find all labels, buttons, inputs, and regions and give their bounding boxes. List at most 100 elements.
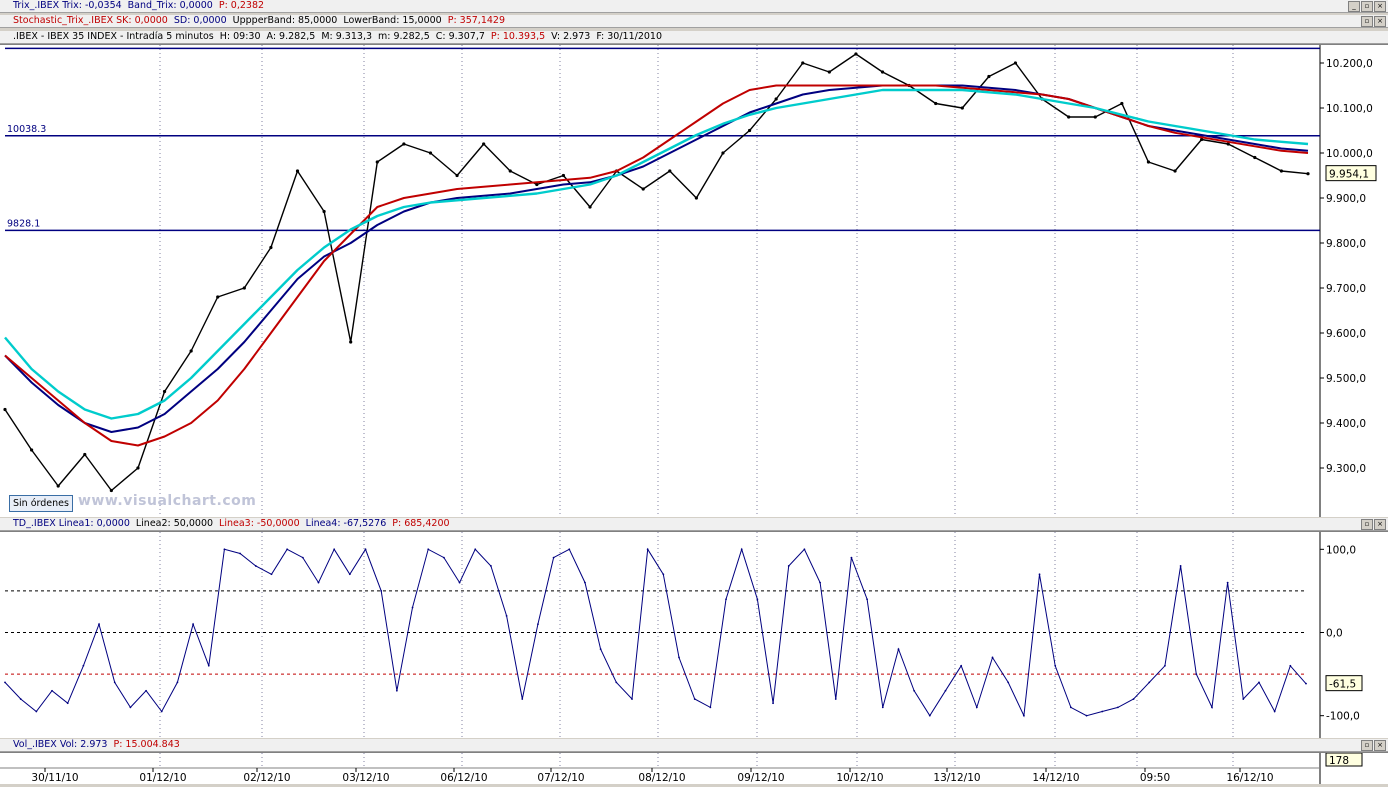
td-point-7 <box>113 681 116 684</box>
td-last-value-box <box>1325 675 1363 692</box>
price-point-42 <box>1120 101 1124 106</box>
close-button-2[interactable]: × <box>1374 16 1386 27</box>
restore-button-2[interactable]: ▫ <box>1361 16 1373 27</box>
price-point-3 <box>83 452 87 457</box>
trix-period: P: 0,2382 <box>218 0 265 11</box>
td-point-83 <box>1305 682 1307 685</box>
td-point-1 <box>19 698 22 700</box>
price-point-8 <box>216 295 220 299</box>
vol-last-value-label: 178 <box>1329 755 1349 767</box>
td-point-78 <box>1226 581 1229 584</box>
td-point-33 <box>521 698 524 700</box>
td-point-69 <box>1085 714 1088 717</box>
vol-close-button[interactable]: × <box>1374 740 1386 751</box>
vol-restore-button[interactable]: ▫ <box>1361 740 1373 751</box>
price-point-29 <box>774 97 778 101</box>
price-point-6 <box>162 389 167 394</box>
td-close-button[interactable]: × <box>1374 519 1386 530</box>
x-tick-label-3: 03/12/10 <box>342 772 389 784</box>
td-point-39 <box>615 681 618 684</box>
x-tick-label-0: 30/11/10 <box>31 772 78 784</box>
td-point-58 <box>913 689 916 692</box>
price-y-tick-label-4: 9.800,0 <box>1326 238 1366 250</box>
td-point-34 <box>537 623 539 626</box>
price-point-25 <box>668 169 672 173</box>
price-point-11 <box>295 169 300 173</box>
moving-average-red-line <box>4 84 1309 447</box>
price-point-24 <box>641 187 645 191</box>
td-point-9 <box>145 689 147 692</box>
td-pane[interactable]: 100,0 0,0 -100,0 -61,5 <box>0 531 1388 738</box>
td-point-82 <box>1289 664 1292 667</box>
trix-header-value: Trix_.IBEX Trix: -0,0354 <box>13 0 122 11</box>
ibex-volume: V: 2.973 <box>551 31 591 42</box>
price-point-40 <box>1067 115 1071 119</box>
td-restore-button[interactable]: ▫ <box>1361 519 1373 530</box>
td-point-12 <box>192 623 194 626</box>
td-point-26 <box>411 606 414 609</box>
x-tick-label-5: 07/12/10 <box>537 772 584 784</box>
td-point-80 <box>1258 681 1260 684</box>
x-tick-label-4: 06/12/10 <box>440 772 487 784</box>
td-point-70 <box>1101 710 1104 713</box>
price-point-46 <box>1226 142 1230 146</box>
price-point-10 <box>269 245 273 250</box>
moving-average-cyan-line <box>4 88 1309 420</box>
minimize-button[interactable]: _ <box>1348 1 1360 12</box>
td-point-14 <box>223 548 226 551</box>
sin-ordenes-button[interactable]: Sin órdenes <box>9 495 73 512</box>
price-point-38 <box>1013 61 1018 65</box>
td-y-tick-label-2: -100,0 <box>1326 711 1360 723</box>
stoch-sk: Stochastic_Trix_.IBEX SK: 0,0000 <box>13 15 168 26</box>
price-point-19 <box>508 169 512 173</box>
price-point-45 <box>1200 137 1204 142</box>
price-point-9 <box>242 286 246 290</box>
price-y-tick-label-3: 9.900,0 <box>1326 193 1366 205</box>
x-tick-label-8: 10/12/10 <box>836 772 883 784</box>
horizontal-level-label-1: 10038.3 <box>7 124 46 135</box>
stoch-period: P: 357,1429 <box>447 15 505 26</box>
vol-last-value-box <box>1325 752 1363 767</box>
x-tick-label-11: 09:50 <box>1140 772 1170 784</box>
td-point-20 <box>317 581 320 584</box>
ibex-title: .IBEX - IBEX 35 INDEX - Intradía 5 minut… <box>13 31 214 42</box>
td-point-50 <box>787 565 790 567</box>
td-point-81 <box>1273 710 1276 713</box>
price-point-35 <box>934 101 938 106</box>
td-point-23 <box>364 548 367 551</box>
x-tick-label-6: 08/12/10 <box>638 772 685 784</box>
td-point-49 <box>772 702 774 705</box>
price-point-32 <box>854 52 858 56</box>
vol-value: Vol_.IBEX Vol: 2.973 <box>13 739 108 750</box>
price-y-tick-label-5: 9.700,0 <box>1326 283 1366 295</box>
td-point-25 <box>395 689 398 692</box>
price-point-36 <box>960 106 964 110</box>
price-point-16 <box>428 151 433 155</box>
price-y-tick-label-6: 9.600,0 <box>1326 328 1366 340</box>
td-point-72 <box>1132 698 1135 700</box>
td-point-27 <box>427 548 430 551</box>
trix-header: Trix_.IBEX Trix: -0,0354 Band_Trix: 0,000… <box>0 0 1388 13</box>
close-button[interactable]: × <box>1374 1 1386 12</box>
price-point-26 <box>694 196 698 200</box>
td-point-52 <box>819 581 821 584</box>
restore-button[interactable]: ▫ <box>1361 1 1373 12</box>
price-point-7 <box>189 349 193 353</box>
td-point-36 <box>568 548 571 551</box>
td-point-65 <box>1022 714 1025 717</box>
price-point-49 <box>1306 172 1310 176</box>
td-point-77 <box>1211 706 1213 709</box>
td-linea1: TD_.IBEX Linea1: 0,0000 <box>13 518 130 529</box>
price-chart: 10.200,0 10.100,0 10.000,0 9.900,0 9.800,0 9.… <box>3 36 1377 517</box>
volume-pane[interactable]: 178 30/11/10 01/12/10 02/12/10 03/12/10 06/12… <box>0 752 1388 784</box>
td-linea3: Linea3: -50,0000 <box>219 518 300 529</box>
td-period: P: 685,4200 <box>392 518 450 529</box>
td-point-4 <box>66 702 69 705</box>
price-pane[interactable]: 10.200,0 10.100,0 10.000,0 9.900,0 9.800,0 9.… <box>0 36 1388 517</box>
td-point-79 <box>1242 698 1245 700</box>
price-last-value-label: 9.954,1 <box>1329 169 1369 181</box>
td-point-28 <box>442 556 445 559</box>
ibex-period: P: 10.393,5 <box>490 31 546 42</box>
td-point-21 <box>333 548 336 551</box>
price-point-14 <box>375 160 379 164</box>
